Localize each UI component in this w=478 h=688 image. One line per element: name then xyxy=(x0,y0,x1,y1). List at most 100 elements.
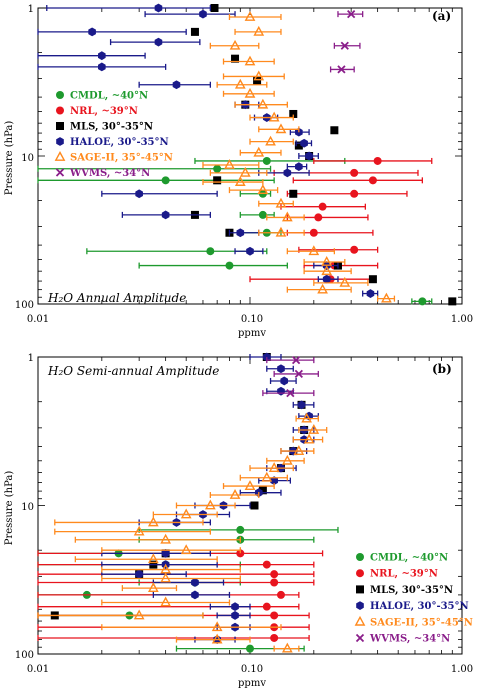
data-point xyxy=(98,51,106,61)
legend-label: HALOE, 30°-35°N xyxy=(370,601,469,612)
data-point xyxy=(270,476,278,486)
panel-a-ytick-0: 1 xyxy=(28,4,34,15)
data-point xyxy=(277,386,285,396)
series-0 xyxy=(37,525,339,653)
data-point xyxy=(418,297,427,306)
data-point xyxy=(253,146,265,157)
legend-label: HALOE, 30°-35°N xyxy=(70,137,169,148)
data-point xyxy=(244,11,256,21)
data-point xyxy=(253,25,265,36)
legend-label: SAGE-II, 35°-45°N xyxy=(370,617,473,628)
data-point xyxy=(347,9,356,19)
data-point xyxy=(206,247,215,256)
data-point xyxy=(286,388,295,398)
panel-a-xtick-0: 0.01 xyxy=(27,314,49,325)
legend-marker xyxy=(354,615,366,626)
legend-label: NRL, ~39°N xyxy=(70,106,138,117)
panel-a-ytick-2: 100 xyxy=(15,300,34,311)
data-point xyxy=(268,462,280,473)
data-point xyxy=(366,289,375,298)
data-point xyxy=(253,70,265,81)
data-point xyxy=(225,261,234,270)
data-point xyxy=(268,111,280,122)
data-point xyxy=(276,590,285,599)
data-point xyxy=(270,578,279,587)
panel-b-ytick-1: 10 xyxy=(21,502,34,513)
data-point xyxy=(147,516,159,527)
data-point xyxy=(289,189,298,198)
data-point xyxy=(191,578,199,587)
data-point xyxy=(275,197,287,208)
data-point xyxy=(236,228,245,238)
data-point xyxy=(161,176,170,185)
series-1 xyxy=(37,549,324,642)
data-point xyxy=(314,213,323,222)
series-5 xyxy=(329,9,364,74)
panel-b-ylabel: Pressure (hPa) xyxy=(4,471,15,546)
panel-a-ylabel: Pressure (hPa) xyxy=(4,121,15,196)
data-point xyxy=(270,611,279,620)
data-point xyxy=(294,369,303,379)
panel-a-xlabel: ppmv xyxy=(238,328,266,339)
data-point xyxy=(231,54,240,63)
data-point xyxy=(350,168,359,177)
data-point xyxy=(262,602,271,611)
data-point xyxy=(368,176,377,185)
data-point xyxy=(229,39,241,50)
data-point xyxy=(147,582,159,593)
data-point xyxy=(381,292,392,303)
panel-b-title: H₂O Semi-annual Amplitude xyxy=(47,364,219,378)
data-point xyxy=(246,246,254,256)
legend-marker xyxy=(54,151,66,161)
data-point xyxy=(291,356,301,365)
panel-b-xlabel: ppmv xyxy=(238,678,266,688)
panel-b-ytick-2: 100 xyxy=(15,650,34,661)
data-point xyxy=(300,138,308,148)
data-point xyxy=(294,141,303,150)
data-point xyxy=(293,445,305,455)
panel-a-legend: CMDL, ~40°N NRL, ~39°N MLS, 30°-35°N HALOE,… xyxy=(54,91,173,179)
data-point xyxy=(154,3,163,13)
data-point xyxy=(297,400,306,410)
data-point xyxy=(321,256,333,266)
data-point xyxy=(133,609,145,620)
data-point xyxy=(161,210,170,220)
data-point xyxy=(308,245,320,256)
series-5 xyxy=(262,356,319,398)
legend-label: WVMS, ~34°N xyxy=(69,168,150,179)
data-point xyxy=(172,80,181,90)
data-point xyxy=(253,76,262,85)
panel-a-label: (a) xyxy=(432,9,451,23)
series-4 xyxy=(37,412,328,653)
data-point xyxy=(180,508,192,519)
data-point xyxy=(190,27,199,36)
data-point xyxy=(135,189,143,199)
legend-marker xyxy=(56,106,64,115)
data-point xyxy=(305,151,313,161)
legend-label: SAGE-II, 35°-45°N xyxy=(70,153,173,164)
data-point xyxy=(275,123,287,134)
panel-a-xtick-2: 1.00 xyxy=(451,314,473,325)
data-point xyxy=(211,621,223,632)
data-point xyxy=(231,602,239,612)
data-point xyxy=(258,210,267,219)
panel-b-xtick-2: 1.00 xyxy=(451,664,473,675)
data-point xyxy=(262,156,271,165)
data-point xyxy=(224,159,235,169)
data-point xyxy=(244,480,256,490)
data-point xyxy=(295,162,303,172)
panel-b: H₂O Semi-annual Amplitude (b) ppmv Press… xyxy=(4,352,473,688)
legend-marker xyxy=(356,585,364,594)
data-point xyxy=(258,486,267,495)
panel-b-label: (b) xyxy=(432,362,452,376)
data-point xyxy=(211,633,223,644)
data-point xyxy=(339,276,351,287)
legend-marker xyxy=(355,633,365,643)
data-point xyxy=(277,364,285,374)
panel-b-ytick-0: 1 xyxy=(28,353,34,364)
data-point xyxy=(281,211,293,222)
data-point xyxy=(236,549,245,558)
data-point xyxy=(160,572,172,583)
data-point xyxy=(368,275,377,284)
data-point xyxy=(280,376,289,386)
